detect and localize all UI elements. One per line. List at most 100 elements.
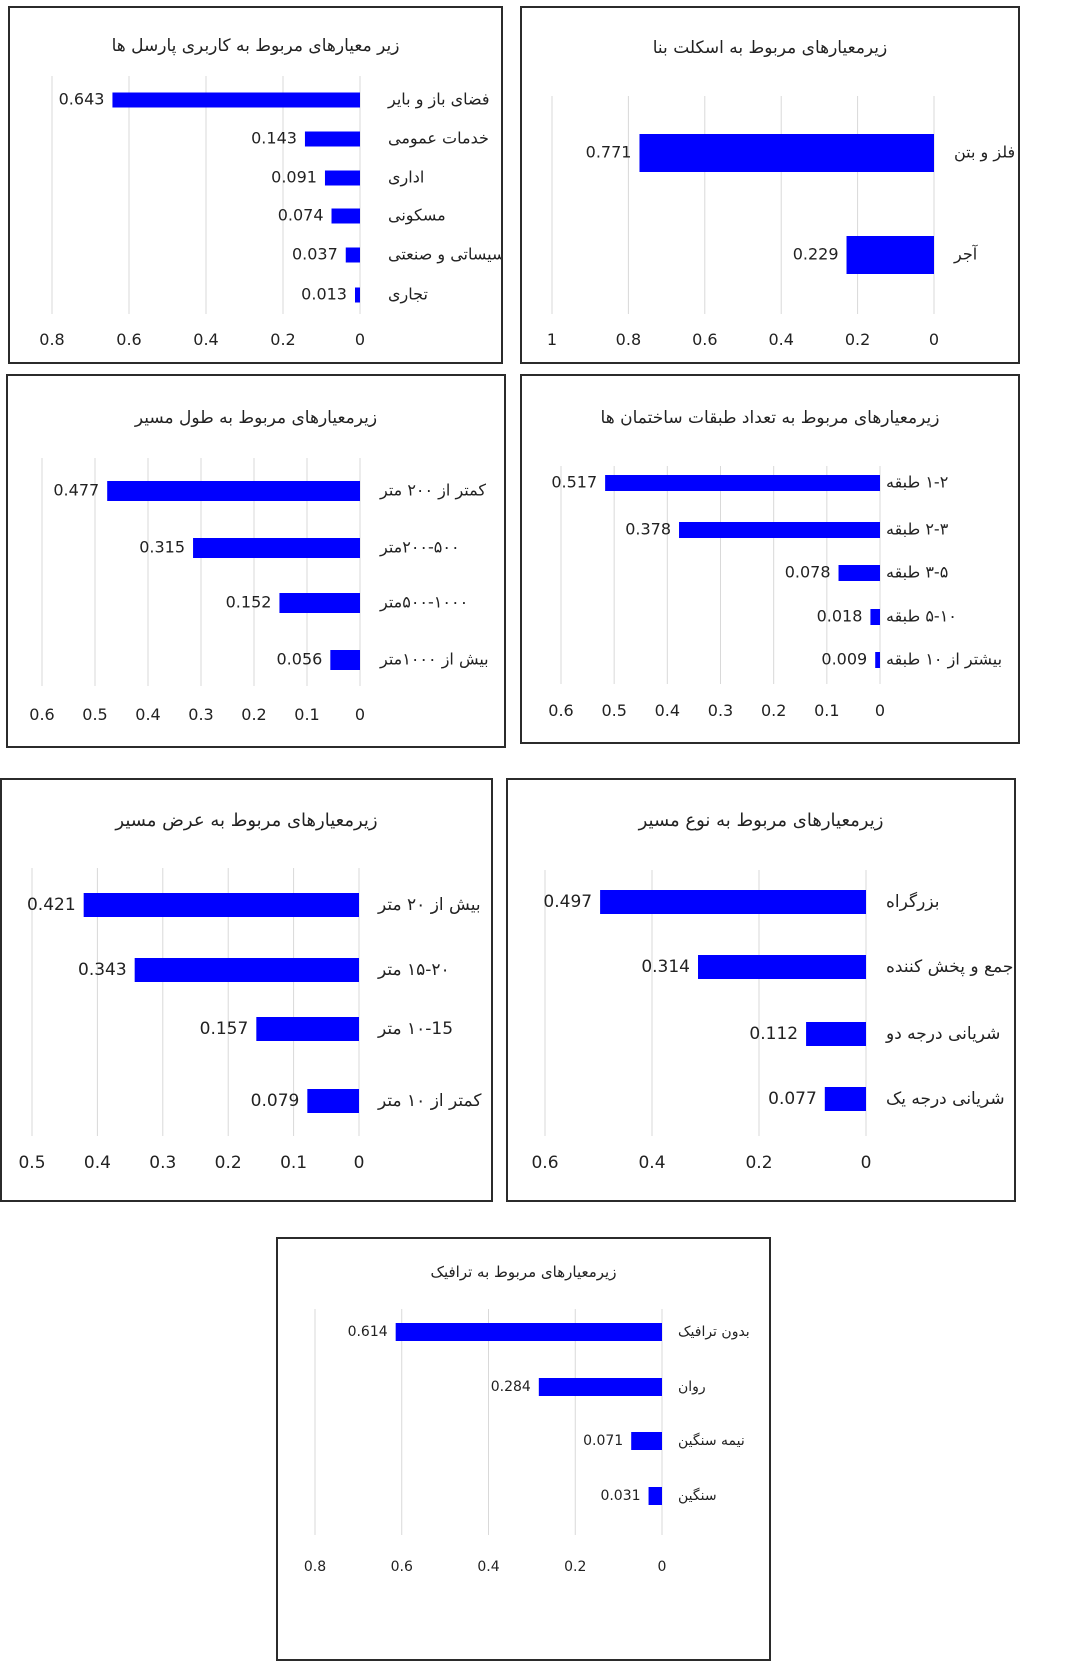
data-label: 0.229 xyxy=(793,245,839,264)
bar xyxy=(698,955,866,979)
category-label: بیش از ۱۰۰۰متر xyxy=(379,650,489,670)
tick-label: 0.3 xyxy=(149,1153,176,1173)
chart-plot: 0.5 0.4 0.3 0.2 0.1 0 0.421 بیش از ۲۰ متر 0.343 ۱… xyxy=(18,868,482,1173)
tick-label: 0 xyxy=(355,330,365,349)
data-label: 0.071 xyxy=(583,1433,623,1449)
chart-title: زیر معیارهای مربوط به کاربری پارسل ها xyxy=(111,36,400,56)
tick-label: 0.2 xyxy=(761,701,786,720)
chart-plot: 0.6 0.5 0.4 0.3 0.2 0.1 0 0.517 ۱-۲ طبقه 0.378 ۲-۳… xyxy=(548,466,1002,720)
data-label: 0.343 xyxy=(78,960,127,980)
tick-label: 0.6 xyxy=(116,330,141,349)
bar xyxy=(83,893,359,917)
tick-label: 0 xyxy=(875,701,885,720)
tick-label: 0 xyxy=(355,705,365,724)
chart-panel-building-floors: زیرمعیارهای مربوط به تعداد طبقات ساختمان… xyxy=(520,374,1020,744)
data-label: 0.018 xyxy=(817,607,863,626)
tick-label: 0.4 xyxy=(135,705,160,724)
bar xyxy=(324,170,360,186)
tick-label: 0.4 xyxy=(655,701,680,720)
category-label: فلز و بتن xyxy=(954,143,1015,163)
bar xyxy=(134,958,359,982)
chart-panel-building-structure: زیرمعیارهای مربوط به اسکلت بنا 1 0.8 0.6 0.… xyxy=(520,6,1020,364)
bar xyxy=(679,522,880,538)
bar xyxy=(600,890,866,914)
tick-label: 0.2 xyxy=(270,330,295,349)
chart-title: زیرمعیارهای مربوط به ترافیک xyxy=(430,1263,617,1281)
chart-title: زیرمعیارهای مربوط به طول مسیر xyxy=(134,408,378,428)
data-label: 0.421 xyxy=(27,895,76,915)
data-label: 0.314 xyxy=(641,957,690,977)
data-label: 0.078 xyxy=(785,563,831,582)
tick-label: 1 xyxy=(547,330,557,349)
category-label: بزرگراه xyxy=(886,891,939,912)
tick-label: 0.2 xyxy=(215,1153,242,1173)
data-label: 0.517 xyxy=(551,473,597,492)
tick-label: 0 xyxy=(354,1153,365,1173)
category-label: شریانی درجه دو xyxy=(885,1024,1000,1044)
bar xyxy=(648,1487,662,1505)
tick-label: 0.8 xyxy=(304,1559,326,1575)
category-label: مسکونی xyxy=(388,206,446,226)
tick-label: 0.2 xyxy=(241,705,266,724)
bar xyxy=(256,1017,359,1041)
category-label: ۵۰۰-۱۰۰۰متر xyxy=(379,593,468,613)
chart-panel-route-length: زیرمعیارهای مربوط به طول مسیر 0.6 0.5 0.4 0… xyxy=(6,374,506,748)
chart-plot: 0.6 0.5 0.4 0.3 0.2 0.1 0 0.477 کمتر از ۲۰۰ متر 0… xyxy=(29,458,489,724)
category-label: خدمات عمومی xyxy=(388,129,489,149)
category-label: تأسیساتی و صنعتی xyxy=(388,243,501,265)
tick-label: 0.2 xyxy=(564,1559,586,1575)
tick-label: 0.8 xyxy=(39,330,64,349)
data-label: 0.614 xyxy=(348,1324,388,1340)
tick-label: 0.6 xyxy=(29,705,54,724)
data-label: 0.143 xyxy=(251,129,297,148)
bar xyxy=(838,565,880,581)
category-label: بیش از ۲۰ متر xyxy=(377,895,481,915)
tick-label: 0.8 xyxy=(616,330,641,349)
category-label: نیمه سنگین xyxy=(678,1432,745,1449)
tick-label: 0.3 xyxy=(708,701,733,720)
data-label: 0.378 xyxy=(625,520,671,539)
tick-label: 0.5 xyxy=(82,705,107,724)
category-label: آجر xyxy=(953,245,979,265)
bar xyxy=(354,287,360,303)
category-label: ۲۰۰-۵۰۰متر xyxy=(379,538,460,558)
data-label: 0.056 xyxy=(277,650,323,669)
chart-plot: 0.8 0.6 0.4 0.2 0 0.614 بدون ترافیک 0.284 روان 0.… xyxy=(304,1309,750,1575)
category-label: ۲-۳ طبقه xyxy=(886,520,949,539)
category-label: ۵-۱۰ طبقه xyxy=(886,607,957,626)
tick-label: 0 xyxy=(861,1153,872,1173)
chart-title: زیرمعیارهای مربوط به عرض مسیر xyxy=(115,810,378,831)
bar xyxy=(107,481,360,501)
data-label: 0.157 xyxy=(200,1019,249,1039)
category-label: جمع و پخش کننده xyxy=(886,957,1013,977)
tick-label: 0.5 xyxy=(601,701,626,720)
category-label: بیشتر از ۱۰ طبقه xyxy=(886,650,1002,670)
tick-label: 0.4 xyxy=(84,1153,111,1173)
data-label: 0.091 xyxy=(271,168,317,187)
tick-label: 0.3 xyxy=(188,705,213,724)
tick-label: 0.1 xyxy=(280,1153,307,1173)
tick-label: 0.6 xyxy=(391,1559,413,1575)
tick-label: 0.6 xyxy=(548,701,573,720)
chart-plot: 0.6 0.4 0.2 0 0.497 بزرگراه 0.314 جمع و پخش کنن… xyxy=(531,870,1013,1173)
tick-label: 0 xyxy=(658,1559,667,1575)
bar xyxy=(631,1432,662,1450)
category-label: روان xyxy=(678,1379,706,1395)
data-label: 0.079 xyxy=(251,1091,300,1111)
bar xyxy=(112,92,360,108)
category-label: ۱۵-۲۰ متر xyxy=(377,960,450,980)
tick-label: 0.4 xyxy=(768,330,793,349)
tick-label: 0.2 xyxy=(745,1153,772,1173)
chart-title: زیرمعیارهای مربوط به اسکلت بنا xyxy=(652,38,888,58)
category-label: بدون ترافیک xyxy=(678,1324,750,1340)
category-label: سنگین xyxy=(678,1487,717,1504)
tick-label: 0.1 xyxy=(814,701,839,720)
chart-title: زیرمعیارهای مربوط به نوع مسیر xyxy=(638,810,884,831)
chart-panel-route-width: زیرمعیارهای مربوط به عرض مسیر 0.5 0.4 0.3 0… xyxy=(0,778,493,1202)
data-label: 0.037 xyxy=(292,245,338,264)
category-label: کمتر از ۱۰ متر xyxy=(377,1091,482,1111)
category-label: شریانی درجه یک xyxy=(886,1089,1005,1109)
category-label: کمتر از ۲۰۰ متر xyxy=(379,481,486,501)
data-label: 0.031 xyxy=(600,1488,640,1504)
tick-label: 0.6 xyxy=(692,330,717,349)
